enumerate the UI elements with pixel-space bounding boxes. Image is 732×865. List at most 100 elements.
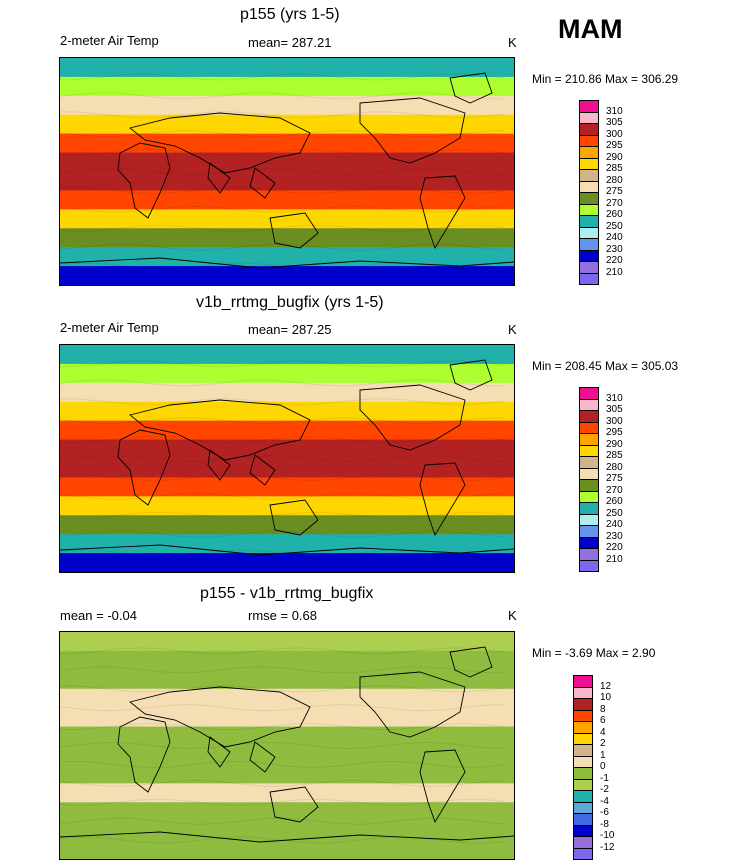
zonal-band (60, 669, 514, 690)
season-label: MAM (558, 14, 623, 44)
colorbar-label: 230 (606, 530, 623, 542)
coastline (449, 359, 493, 391)
coastline (207, 736, 231, 768)
zonal-band (60, 228, 514, 248)
contour-line (60, 836, 505, 844)
contour-line (60, 742, 505, 750)
coastline (129, 112, 311, 174)
zonal-band (60, 133, 514, 154)
colorbar-label: 285 (606, 450, 623, 461)
panel2-map-svg (60, 345, 514, 572)
panel1-map-svg (60, 58, 514, 285)
zonal-band (60, 76, 514, 97)
colorbar-label: 305 (606, 117, 623, 128)
colorbar-label: 260 (606, 496, 623, 507)
zonal-band (60, 114, 514, 135)
zonal-band (60, 802, 514, 822)
contour-line (60, 360, 505, 368)
contour-line (60, 492, 505, 500)
panel2-mean-label: mean= 287.25 (248, 322, 332, 337)
colorbar-label: -6 (600, 807, 609, 818)
zonal-band (60, 58, 514, 78)
colorbar-label: 210 (606, 553, 623, 565)
contour-line (60, 73, 505, 81)
contour-line (60, 130, 505, 138)
panel3-mean-label: mean = -0.04 (60, 608, 137, 623)
colorbar-label: 1 (600, 749, 606, 761)
zonal-band (60, 745, 514, 765)
contour-line (60, 92, 505, 100)
colorbar-label: 4 (600, 726, 606, 738)
colorbar-label: 240 (606, 519, 623, 530)
coastline (449, 72, 493, 104)
colorbar-label: 275 (606, 473, 623, 484)
colorbar-label: 275 (606, 186, 623, 197)
zonal-band (60, 363, 514, 384)
colorbar-label: 295 (606, 140, 623, 151)
coastline (419, 462, 466, 537)
contour-line (60, 243, 505, 251)
contour-line (60, 417, 505, 425)
coastline (449, 646, 493, 678)
zonal-band (60, 152, 514, 172)
colorbar-label: 295 (606, 427, 623, 438)
colorbar-label: 300 (606, 415, 623, 427)
zonal-band (60, 477, 514, 497)
coastline (419, 175, 466, 250)
zonal-band (60, 266, 514, 285)
colorbar-label: 270 (606, 484, 623, 496)
coastline (60, 831, 514, 843)
panel3-minmax: Min = -3.69 Max = 2.90 (532, 646, 656, 660)
panel2-variable-label: 2-meter Air Temp (60, 320, 159, 335)
zonal-band (60, 439, 514, 459)
coastline (269, 212, 319, 249)
panel2-minmax: Min = 208.45 Max = 305.03 (532, 359, 679, 373)
colorbar-label: -4 (600, 795, 609, 807)
colorbar-label: 8 (600, 703, 606, 715)
zonal-band (60, 190, 514, 210)
colorbar-label: 310 (606, 105, 623, 117)
zonal-band (60, 650, 514, 671)
zonal-band (60, 515, 514, 535)
zonal-band (60, 707, 514, 728)
colorbar-label: 280 (606, 174, 623, 186)
contour-line (60, 205, 505, 213)
colorbar-label: 2 (600, 738, 606, 749)
panel1-map (59, 57, 515, 286)
colorbar-label: 250 (606, 507, 623, 519)
colorbar-label: -10 (600, 830, 615, 841)
panel3-map-svg (60, 632, 514, 859)
panel3-rmse-label: rmse = 0.68 (248, 608, 318, 623)
colorbar-label: 270 (606, 197, 623, 209)
zonal-band (60, 496, 514, 516)
panel1-units: K (508, 35, 517, 50)
colorbar-label: 285 (606, 163, 623, 174)
coastline (207, 449, 231, 481)
contour-line (60, 817, 505, 825)
contour-line (60, 398, 505, 406)
panel1-colorbar: 310 305 300 295 290 285 280 275 270 260 250 240 230 2… (579, 100, 639, 285)
zonal-band (60, 458, 514, 478)
coastline (359, 671, 466, 738)
contour-line (60, 111, 505, 119)
coastline (117, 429, 171, 506)
colorbar-label: 305 (606, 404, 623, 415)
panel1-variable-label: 2-meter Air Temp (60, 33, 159, 48)
colorbar-label: 230 (606, 243, 623, 255)
zonal-band (60, 171, 514, 191)
colorbar-label: 290 (606, 438, 623, 450)
colorbar-swatch (573, 847, 593, 860)
colorbar-label: 0 (600, 761, 606, 772)
zonal-band (60, 764, 514, 784)
colorbar-label: -1 (600, 772, 609, 784)
panel3-units: K (508, 608, 517, 623)
coastline (249, 454, 276, 486)
colorbar-label: -2 (600, 784, 609, 795)
panel3-map (59, 631, 515, 860)
coastline (359, 97, 466, 164)
colorbar-label: 250 (606, 220, 623, 232)
colorbar-label: 310 (606, 392, 623, 404)
contour-line (60, 666, 505, 674)
zonal-band (60, 420, 514, 441)
contour-line (60, 760, 505, 768)
